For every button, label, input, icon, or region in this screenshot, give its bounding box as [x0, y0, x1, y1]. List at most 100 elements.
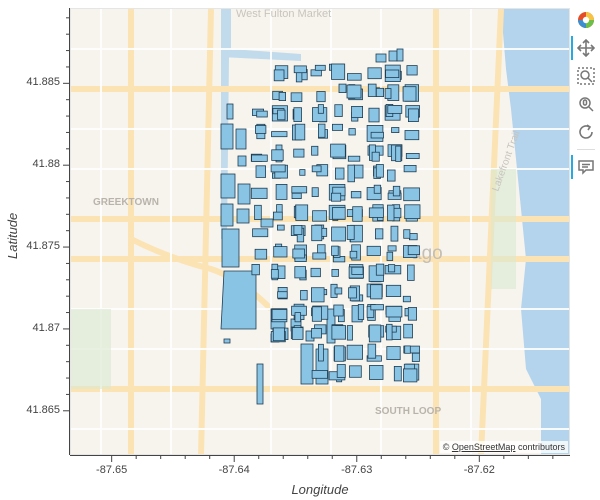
building: [275, 183, 288, 200]
building: [368, 207, 384, 218]
wheel-zoom-icon[interactable]: [574, 92, 598, 116]
building: [294, 266, 307, 279]
building: [317, 123, 326, 138]
building: [311, 369, 328, 379]
y-axis: [63, 8, 70, 455]
building: [277, 291, 288, 299]
building: [271, 149, 284, 161]
building: [237, 155, 247, 167]
building: [353, 164, 364, 179]
building: [404, 345, 411, 354]
building: [220, 123, 234, 150]
building: [317, 343, 324, 362]
building: [404, 204, 421, 220]
building: [403, 187, 420, 202]
map-plot-area[interactable]: West Fulton Market GREEKTOWN SOUTH LOOP …: [70, 8, 570, 455]
building: [375, 87, 384, 98]
building: [393, 365, 402, 382]
building: [311, 145, 319, 156]
building: [387, 245, 397, 252]
building: [331, 123, 343, 131]
building: [357, 304, 365, 320]
building: [278, 92, 287, 102]
building: [294, 312, 301, 323]
building: [317, 104, 324, 114]
x-tick-label: -87.65: [96, 464, 128, 476]
building: [291, 192, 302, 199]
building: [346, 344, 364, 360]
lake-water: [501, 9, 569, 454]
building: [375, 263, 385, 276]
building: [395, 145, 402, 162]
building-grid: [250, 48, 421, 383]
building: [334, 345, 345, 362]
building: [314, 64, 326, 71]
building: [254, 248, 268, 260]
building: [291, 327, 304, 340]
building: [388, 50, 398, 62]
hover-icon[interactable]: [571, 155, 598, 179]
building: [405, 152, 420, 159]
building: [331, 226, 346, 242]
building: [368, 107, 380, 123]
building: [251, 154, 268, 162]
building: [312, 252, 327, 260]
y-tick-label: 41.875: [26, 240, 60, 253]
building: [334, 104, 343, 117]
building: [334, 287, 343, 295]
box-zoom-icon[interactable]: [574, 64, 598, 88]
river-water: [221, 9, 301, 239]
building: [311, 187, 319, 197]
building: [385, 69, 400, 78]
building: [250, 187, 268, 199]
building: [384, 88, 392, 99]
building: [403, 345, 420, 354]
building: [290, 92, 303, 103]
bokeh-logo-icon[interactable]: [574, 8, 598, 32]
building: [260, 218, 274, 228]
building: [351, 106, 364, 119]
building: [385, 305, 403, 318]
building: [220, 203, 234, 227]
building: [291, 186, 308, 194]
building: [346, 224, 355, 240]
building: [403, 229, 411, 239]
building: [220, 270, 257, 330]
building: [270, 164, 286, 173]
building: [294, 123, 306, 141]
building: [374, 228, 384, 240]
building: [407, 264, 415, 281]
building: [396, 48, 404, 62]
building: [402, 295, 411, 303]
pan-icon[interactable]: [571, 36, 598, 60]
building: [351, 266, 364, 275]
building: [254, 204, 262, 221]
x-tick-label: -87.63: [341, 464, 373, 476]
building: [316, 91, 326, 103]
building: [311, 306, 322, 322]
building: [334, 167, 345, 180]
building: [293, 107, 302, 122]
building: [273, 69, 285, 82]
x-tick-label: -87.64: [218, 464, 250, 476]
building: [391, 127, 400, 133]
building: [347, 155, 361, 162]
building: [390, 225, 399, 242]
building: [385, 284, 402, 297]
building: [407, 245, 420, 256]
building: [404, 130, 420, 141]
building: [348, 128, 356, 136]
x-axis: [70, 455, 570, 462]
building: [310, 287, 325, 303]
attribution-suffix: contributors: [517, 442, 565, 452]
building: [403, 164, 417, 173]
y-tick-label: 41.87: [32, 321, 60, 334]
building: [310, 69, 322, 77]
building: [366, 245, 381, 256]
building: [277, 109, 286, 121]
tile-map: West Fulton Market GREEKTOWN SOUTH LOOP …: [71, 9, 569, 454]
reset-icon[interactable]: [574, 120, 598, 144]
building: [330, 143, 346, 158]
building: [272, 211, 283, 221]
osm-attribution-link[interactable]: OpenStreetMap: [451, 442, 516, 452]
